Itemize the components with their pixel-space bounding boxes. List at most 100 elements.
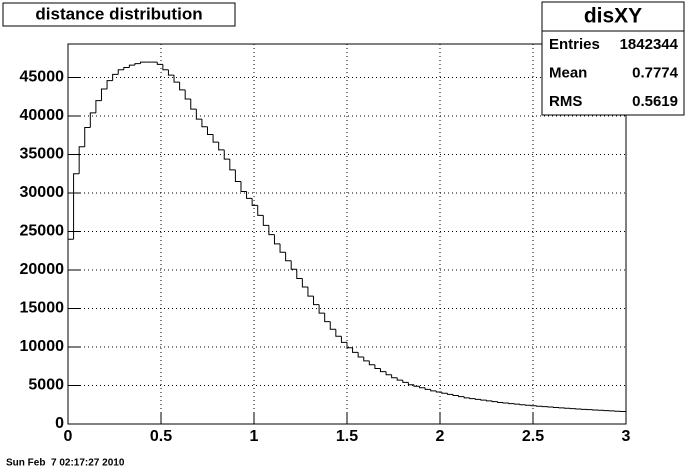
histogram-bin xyxy=(279,243,286,253)
x-tick-label: 1 xyxy=(250,428,259,445)
histogram-bin xyxy=(156,62,163,65)
histogram-bin xyxy=(413,384,420,387)
x-tick-label: 2 xyxy=(436,428,445,445)
histogram-bin xyxy=(452,394,459,397)
histogram-bin xyxy=(290,260,297,270)
histogram-bin xyxy=(190,99,197,110)
histogram-bin xyxy=(385,371,392,376)
histogram-bin xyxy=(363,357,370,362)
histogram-bin xyxy=(296,269,303,279)
stats-value: 0.5619 xyxy=(632,93,678,110)
histogram-bin xyxy=(285,252,292,262)
stats-value: 1842344 xyxy=(620,36,679,53)
stats-value: 0.7774 xyxy=(632,64,679,81)
histogram-bin xyxy=(307,286,314,297)
histogram-bin xyxy=(497,401,504,403)
histogram-bin xyxy=(446,393,454,395)
histogram-bin xyxy=(491,400,498,403)
plot: 0 5000 10000 15000 20000 25000 30000 35000 40000… xyxy=(20,43,631,445)
histogram-bin xyxy=(179,82,186,91)
histogram-bin xyxy=(313,296,320,306)
y-tick-label: 35000 xyxy=(20,146,65,163)
histogram-bin xyxy=(463,396,470,399)
histogram-bin xyxy=(246,191,253,199)
histogram-bin xyxy=(502,402,509,404)
histogram-bin xyxy=(424,387,431,390)
histogram-bin xyxy=(329,321,336,330)
histogram-bin xyxy=(374,364,381,370)
histogram-bin xyxy=(435,390,442,393)
histogram-bin xyxy=(474,398,481,400)
histogram-bin xyxy=(391,374,398,379)
histogram-bin xyxy=(441,392,448,394)
histogram-bin xyxy=(112,73,119,81)
histogram-bin xyxy=(262,215,269,226)
y-tick-label: 0 xyxy=(55,415,64,432)
y-tick-label: 25000 xyxy=(20,223,65,240)
histogram-bin xyxy=(519,404,526,406)
histogram-bin xyxy=(95,100,102,113)
x-tick-label: 2.5 xyxy=(522,428,544,445)
histogram-bin xyxy=(167,69,175,76)
histogram-bin xyxy=(430,389,437,392)
histogram-bin xyxy=(368,360,375,366)
histogram-bin xyxy=(379,368,387,373)
x-tick-label: 0 xyxy=(64,428,73,445)
x-tick-label: 0.5 xyxy=(150,428,172,445)
y-tick-label: 15000 xyxy=(20,300,65,317)
x-tick-label: 1.5 xyxy=(336,428,358,445)
histogram-bin xyxy=(340,336,347,343)
chart-title: distance distribution xyxy=(35,4,202,23)
histogram-bin xyxy=(195,109,202,120)
histogram-bin xyxy=(346,342,353,349)
histogram-bin xyxy=(89,112,96,128)
histogram-bin xyxy=(525,404,532,406)
histogram-bin xyxy=(234,169,241,182)
histogram-bin xyxy=(251,198,258,206)
histogram-bin xyxy=(619,411,627,424)
histogram-bin xyxy=(419,386,426,389)
y-tick-label: 45000 xyxy=(20,69,65,86)
histogram-bin xyxy=(396,377,403,381)
stats-box xyxy=(541,1,685,116)
histogram-bin xyxy=(458,395,465,398)
title-box xyxy=(2,2,236,27)
histogram-bin xyxy=(486,400,493,402)
histogram-bin xyxy=(73,173,80,240)
histogram-bin xyxy=(201,119,208,128)
histogram-bin xyxy=(67,238,74,424)
histogram-bin xyxy=(508,403,515,405)
histogram-bin xyxy=(335,329,342,337)
histogram-bin xyxy=(352,347,359,353)
histogram-bin xyxy=(257,205,264,216)
stats-label: Mean xyxy=(549,64,587,81)
stats-label: Entries xyxy=(549,36,600,53)
histogram-bin xyxy=(273,234,281,245)
stats-title: disXY xyxy=(584,5,642,28)
histogram-bin xyxy=(357,352,364,358)
y-tick-label: 20000 xyxy=(20,261,65,278)
histogram-bin xyxy=(513,403,520,405)
histogram-bin xyxy=(469,397,476,400)
histogram-bin xyxy=(301,278,308,288)
histogram-bin xyxy=(268,225,275,236)
histogram-bin xyxy=(117,69,124,75)
histogram-bin xyxy=(128,64,135,68)
histogram-bin xyxy=(218,142,225,151)
histogram-bin xyxy=(240,181,247,192)
histogram-bin xyxy=(162,64,169,71)
histogram-bin xyxy=(78,146,85,174)
histogram-bin xyxy=(212,134,219,143)
histogram-bin xyxy=(402,380,409,383)
histogram-bin xyxy=(407,382,414,386)
y-tick-label: 30000 xyxy=(20,184,65,201)
histogram-bin xyxy=(100,88,108,101)
timestamp: Sun Feb 7 02:17:27 2010 xyxy=(6,458,125,469)
histogram-bin xyxy=(207,126,214,135)
histogram-bin xyxy=(106,80,113,90)
histogram-bin xyxy=(140,61,147,64)
histogram-bin xyxy=(480,399,487,401)
histogram-bin xyxy=(184,89,191,100)
histogram-bin xyxy=(173,75,180,83)
